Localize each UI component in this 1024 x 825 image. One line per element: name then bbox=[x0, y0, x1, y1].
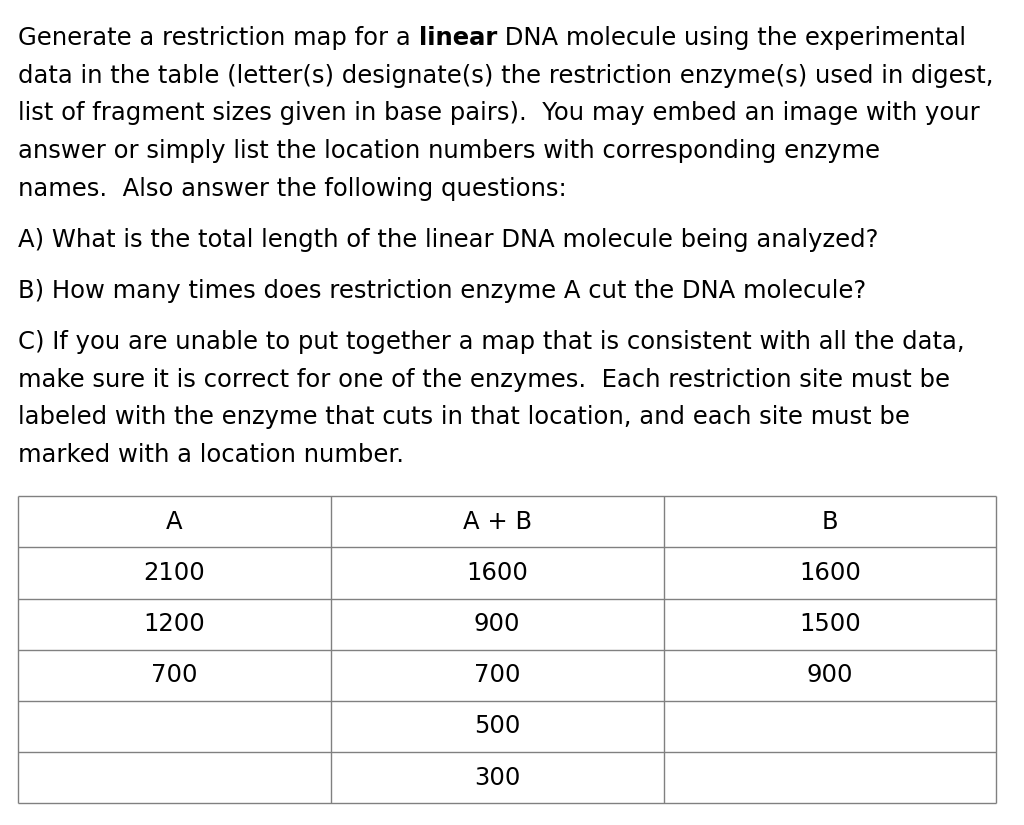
Text: 1200: 1200 bbox=[143, 612, 206, 636]
Text: A) What is the total length of the linear DNA molecule being analyzed?: A) What is the total length of the linea… bbox=[18, 228, 879, 252]
Text: 300: 300 bbox=[474, 766, 520, 790]
Text: 1600: 1600 bbox=[466, 561, 528, 585]
Text: 700: 700 bbox=[474, 663, 520, 687]
Text: marked with a location number.: marked with a location number. bbox=[18, 443, 404, 467]
Text: 900: 900 bbox=[474, 612, 520, 636]
Text: labeled with the enzyme that cuts in that location, and each site must be: labeled with the enzyme that cuts in tha… bbox=[18, 405, 910, 429]
Text: 1500: 1500 bbox=[799, 612, 861, 636]
Text: 700: 700 bbox=[152, 663, 198, 687]
Text: 900: 900 bbox=[807, 663, 853, 687]
Text: B) How many times does restriction enzyme A cut the DNA molecule?: B) How many times does restriction enzym… bbox=[18, 279, 866, 303]
Text: names.  Also answer the following questions:: names. Also answer the following questio… bbox=[18, 177, 567, 200]
Text: answer or simply list the location numbers with corresponding enzyme: answer or simply list the location numbe… bbox=[18, 139, 881, 163]
Text: linear: linear bbox=[419, 26, 498, 50]
Text: data in the table (letter(s) designate(s) the restriction enzyme(s) used in dige: data in the table (letter(s) designate(s… bbox=[18, 64, 994, 88]
Text: A + B: A + B bbox=[463, 510, 531, 534]
Text: A: A bbox=[166, 510, 183, 534]
Text: C) If you are unable to put together a map that is consistent with all the data,: C) If you are unable to put together a m… bbox=[18, 330, 965, 354]
Text: make sure it is correct for one of the enzymes.  Each restriction site must be: make sure it is correct for one of the e… bbox=[18, 368, 950, 392]
Text: list of fragment sizes given in base pairs).  You may embed an image with your: list of fragment sizes given in base pai… bbox=[18, 101, 980, 125]
Text: DNA molecule using the experimental: DNA molecule using the experimental bbox=[498, 26, 967, 50]
Text: Generate a restriction map for a: Generate a restriction map for a bbox=[18, 26, 419, 50]
Text: 500: 500 bbox=[474, 714, 520, 738]
Text: 1600: 1600 bbox=[799, 561, 861, 585]
Text: B: B bbox=[821, 510, 839, 534]
Text: 2100: 2100 bbox=[143, 561, 206, 585]
